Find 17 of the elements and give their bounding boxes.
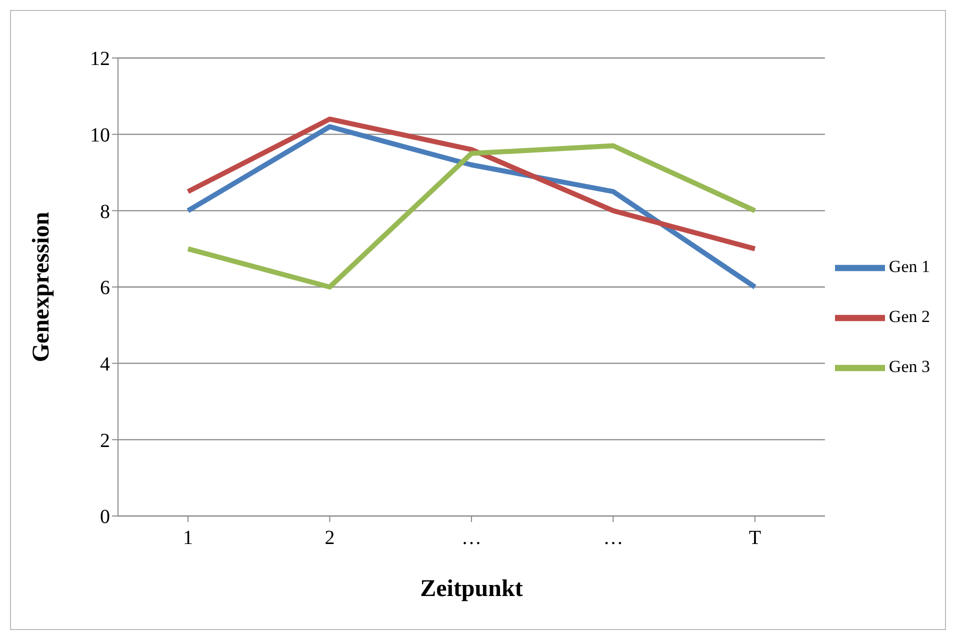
y-tick-label: 12 <box>90 48 110 70</box>
y-tick-label: 2 <box>100 430 110 452</box>
y-tick-label: 4 <box>100 353 110 376</box>
x-tick-label: … <box>603 527 624 550</box>
y-axis-title: Genexpression <box>28 212 55 362</box>
y-tick-label: 0 <box>100 506 110 528</box>
legend-label: Gen 1 <box>888 256 930 276</box>
legend-label: Gen 3 <box>888 356 930 376</box>
y-tick-label: 6 <box>100 277 110 300</box>
x-tick-label: … <box>461 527 482 550</box>
y-tick-label: 10 <box>90 124 110 146</box>
x-tick-label: 2 <box>324 527 335 550</box>
x-axis-title: Zeitpunkt <box>420 576 523 602</box>
x-tick-label: 1 <box>183 527 193 550</box>
x-tick-label: T <box>748 527 762 550</box>
legend-label: Gen 2 <box>888 306 930 326</box>
y-tick-label: 8 <box>100 200 110 223</box>
